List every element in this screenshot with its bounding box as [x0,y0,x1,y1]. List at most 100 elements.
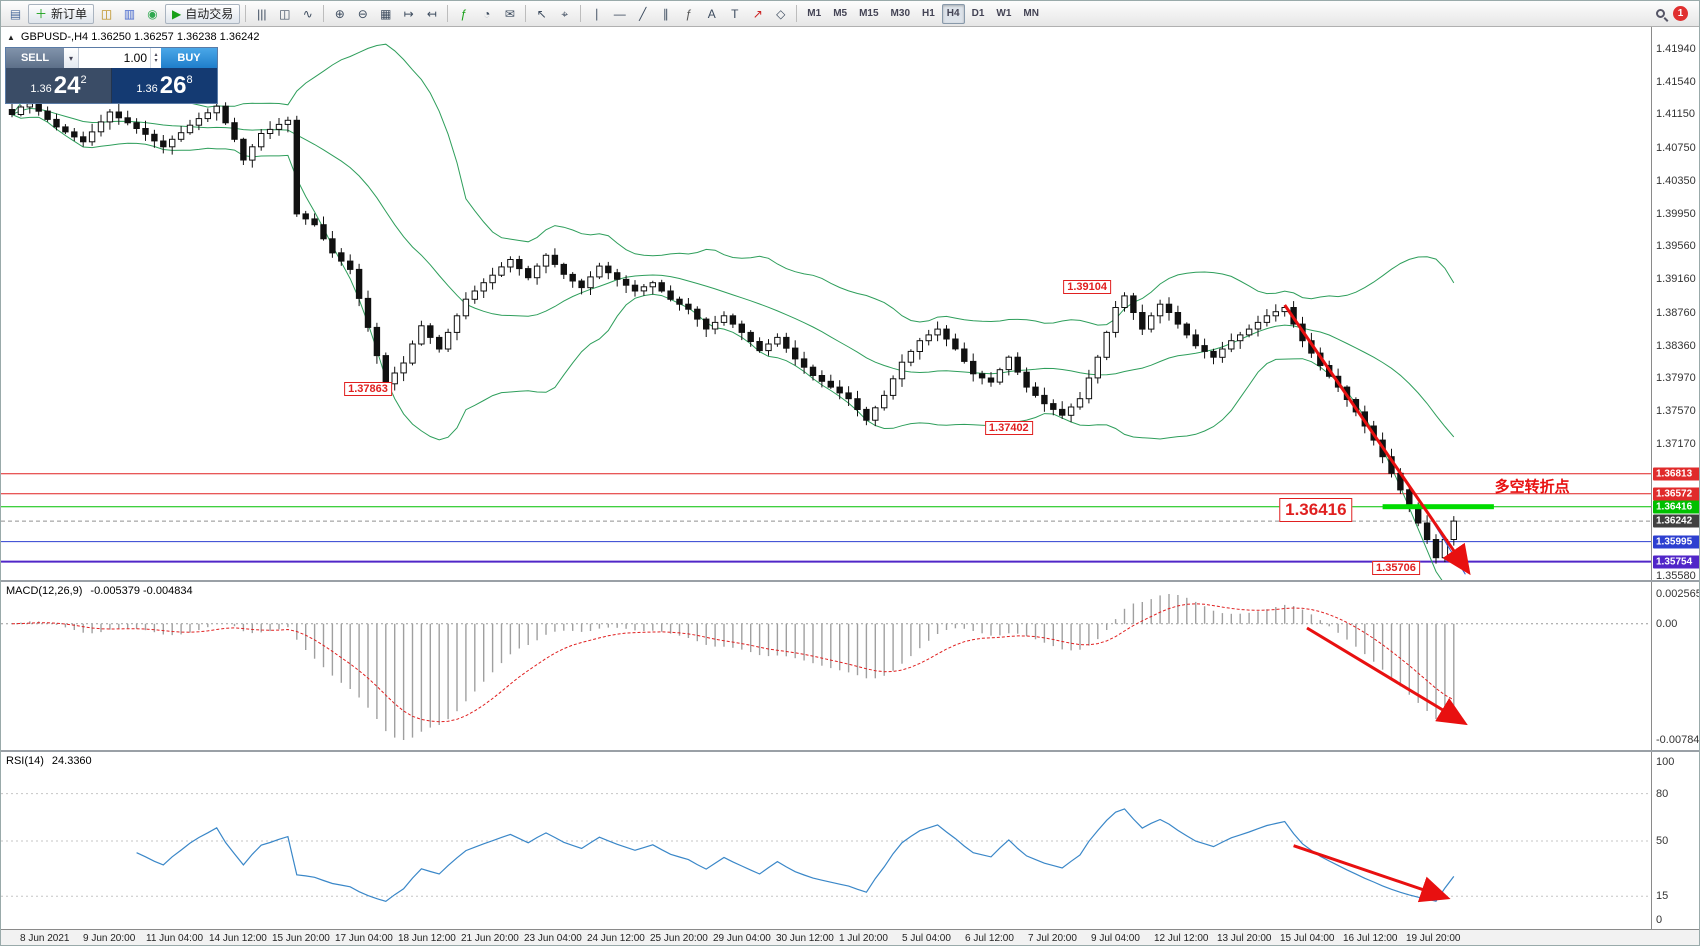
auto-trading-label: 自动交易 [185,7,234,21]
time-axis-label: 9 Jun 20:00 [83,933,136,944]
spinner-down-icon[interactable]: ▾ [154,58,158,64]
volume-spinner[interactable]: ▴ ▾ [150,48,161,68]
vertical-line-button[interactable]: ∣ [586,4,607,24]
volume-value: 1.00 [123,51,147,65]
time-axis[interactable]: 8 Jun 2021 9 Jun 20:00 11 Jun 04:00 14 Jun … [1,929,1699,945]
indicators-button[interactable]: ƒ [453,4,474,24]
auto-scroll-button[interactable]: ↦ [398,4,419,24]
sell-button[interactable]: SELL [6,48,64,68]
buy-price-figure: 1.36 [136,83,158,95]
rsi-scale-label: 50 [1656,835,1669,847]
trendline-button[interactable]: ╱ [632,4,653,24]
toolbar-separator [525,5,527,22]
toolbar-separator [245,5,247,22]
zoom-out-button[interactable]: ⊖ [352,4,373,24]
price-scale-label: 1.41540 [1656,76,1696,89]
time-axis-label: 1 Jul 20:00 [839,933,888,944]
price-tag: 1.36572 [1653,487,1699,501]
price-scale-label: 1.35580 [1656,570,1696,582]
rsi-chart[interactable] [1,752,1651,929]
time-axis-label: 9 Jul 04:00 [1091,933,1140,944]
tile-windows-button[interactable]: ▦ [375,4,396,24]
timeframe-w1-button[interactable]: W1 [996,8,1012,19]
volume-input[interactable]: 1.00 ▴ ▾ [79,48,161,68]
candlestick-chart[interactable] [1,27,1651,580]
price-scale-label: 1.37570 [1656,405,1696,418]
timeframe-mn-button[interactable]: MN [1023,8,1039,19]
toolbar-separator [796,5,798,22]
market-watch-button[interactable]: ◫ [96,4,117,24]
crosshair-icon: ⌖ [561,6,569,21]
sell-price-point: 2 [80,74,87,86]
timeframe-d1-button[interactable]: D1 [971,8,985,19]
periods-button[interactable]: ◔ [476,4,497,24]
timeframe-m5-button[interactable]: M5 [833,8,848,19]
price-scale-label: 1.39950 [1656,207,1696,220]
rsi-name: RSI(14) [6,755,44,767]
horizontal-line-button[interactable]: ― [609,4,630,24]
timeframe-m15-button[interactable]: M15 [859,8,879,19]
panel-separator[interactable] [1,580,1699,582]
time-axis-label: 14 Jun 12:00 [209,933,267,944]
timeframe-h4-button[interactable]: H4 [941,3,965,24]
buy-button[interactable]: BUY [161,48,217,68]
timeframe-m1-button[interactable]: M1 [807,8,822,19]
chevron-down-icon: ▾ [68,53,73,63]
arrow-tool-button[interactable]: ↗ [747,4,768,24]
macd-scale-label: 0.002565 [1656,588,1700,600]
sell-price-display[interactable]: 1.36 24 2 [6,68,112,103]
market-watch-icon: ◫ [100,6,113,21]
price-tag: 1.35995 [1653,535,1699,549]
macd-chart[interactable] [1,582,1651,750]
volume-dropdown-button[interactable]: ▾ [64,48,79,68]
spinner-up-icon[interactable]: ▴ [154,52,158,58]
notification-badge[interactable]: 1 [1673,6,1688,21]
new-chart-button[interactable]: ▤ [5,4,26,24]
fibonacci-button[interactable]: ƒ [678,4,699,24]
panel-separator[interactable] [1,750,1699,752]
macd-scale[interactable]: 0.002565 0.00 -0.007847 [1651,582,1700,750]
search-icon[interactable] [1656,9,1665,18]
navigator-button[interactable]: ◉ [142,4,163,24]
text-tool-icon: A [707,6,716,21]
sell-price-pips: 24 [53,71,81,99]
buy-price-point: 8 [186,74,193,86]
navigator-icon: ◉ [147,6,158,21]
trade-prices-row: 1.36 24 2 1.36 26 8 [6,68,217,103]
data-window-button[interactable]: ▥ [119,4,140,24]
toolbar-separator [447,5,449,22]
channel-button[interactable]: ∥ [655,4,676,24]
vertical-line-icon: ∣ [593,6,600,21]
time-axis-label: 7 Jul 20:00 [1028,933,1077,944]
label-tool-button[interactable]: T [724,4,745,24]
templates-button[interactable]: ✉ [499,4,520,24]
cursor-button[interactable]: ↖ [531,4,552,24]
auto-scroll-icon: ↦ [403,6,414,21]
rsi-scale[interactable]: 100 80 50 15 0 [1651,752,1699,929]
line-chart-mode-button[interactable]: ∿ [297,4,318,24]
time-axis-label: 15 Jun 20:00 [272,933,330,944]
time-axis-label: 25 Jun 20:00 [650,933,708,944]
zoom-in-button[interactable]: ⊕ [329,4,350,24]
candlestick-mode-button[interactable]: ◫ [274,4,295,24]
auto-trading-button[interactable]: ▶ 自动交易 [165,3,241,24]
price-scale-label: 1.39560 [1656,240,1696,253]
shapes-button[interactable]: ◇ [770,4,791,24]
new-order-button[interactable]: ＋新订单 [28,3,95,24]
bar-chart-mode-button[interactable]: ||| [251,4,272,24]
chart-shift-button[interactable]: ↤ [421,4,442,24]
price-scale-label: 1.37170 [1656,438,1696,451]
trendline-icon: ╱ [639,6,647,21]
collapse-one-click-icon[interactable]: ▲ [7,32,15,42]
timeframe-h1-button[interactable]: H1 [922,8,935,19]
timeframe-m30-button[interactable]: M30 [890,8,910,19]
crosshair-button[interactable]: ⌖ [554,4,575,24]
price-scale[interactable]: 1.41940 1.41540 1.41150 1.40750 1.40350 1.399… [1651,27,1699,582]
buy-price-display[interactable]: 1.36 26 8 [112,68,217,103]
price-chart-panel: 1.39104 1.37863 1.37402 1.36416 1.35706 多空转折点… [1,27,1699,582]
rsi-scale-label: 100 [1656,756,1675,768]
shapes-icon: ◇ [776,6,786,21]
price-scale-label: 1.40750 [1656,141,1696,154]
text-tool-button[interactable]: A [701,4,722,24]
